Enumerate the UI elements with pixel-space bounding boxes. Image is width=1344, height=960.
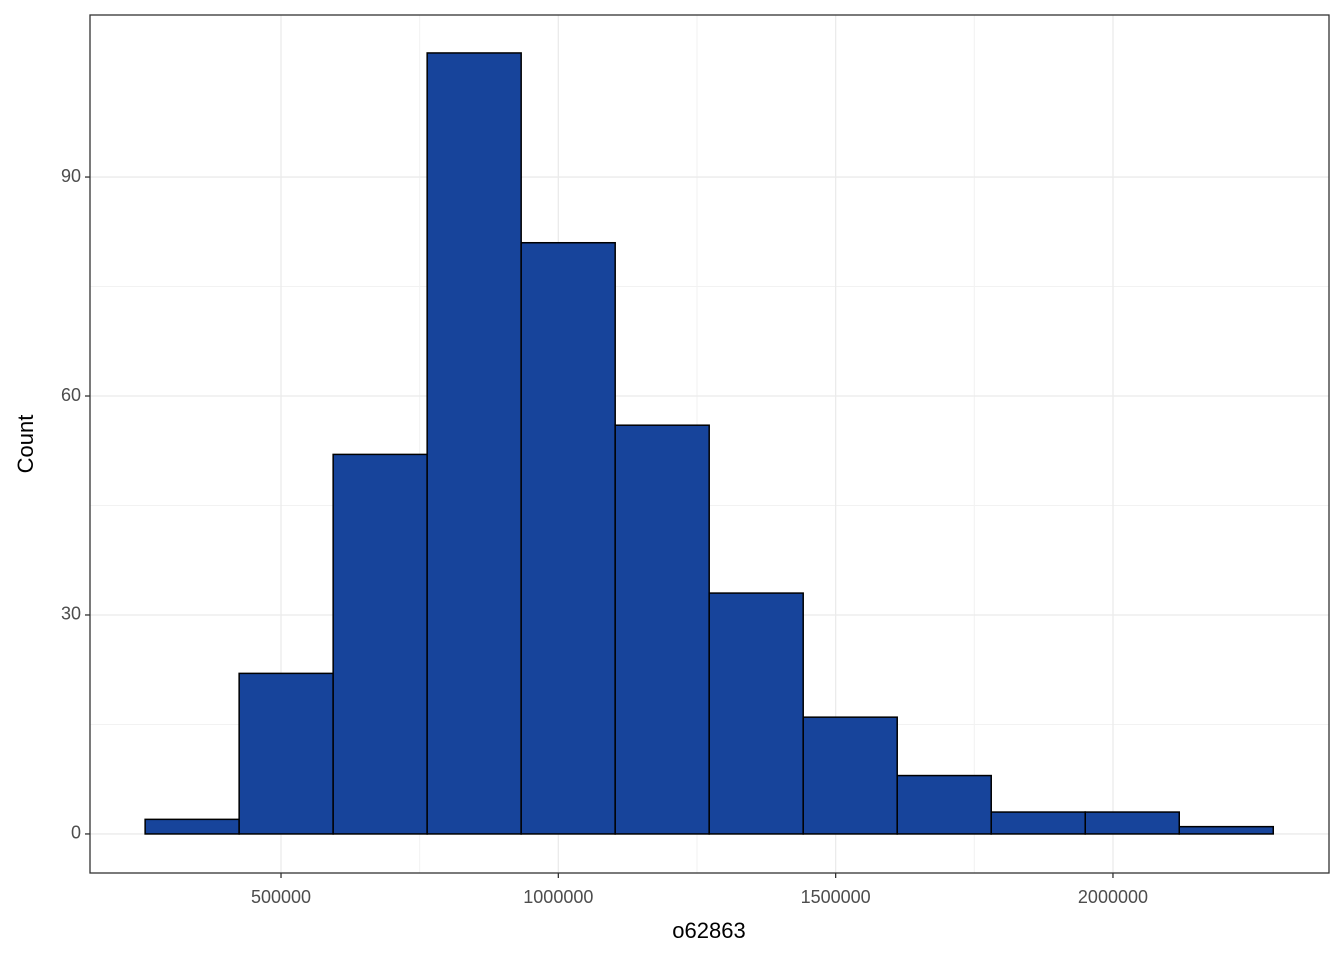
bar [802, 716, 898, 835]
y-axis-title: Count [13, 415, 38, 474]
x-axis-title: o62863 [672, 918, 745, 943]
bar [990, 811, 1086, 835]
bar [332, 453, 428, 835]
x-tick-label: 1500000 [801, 887, 871, 907]
bar [426, 52, 522, 835]
bar [896, 774, 992, 835]
bar [708, 592, 804, 835]
panel-border [89, 14, 1330, 874]
bar [1084, 811, 1180, 835]
bar [520, 241, 616, 835]
y-tick-label: 90 [61, 166, 81, 186]
y-tick-label: 30 [61, 604, 81, 624]
x-tick-label: 500000 [251, 887, 311, 907]
bar [1178, 825, 1275, 835]
bar [238, 672, 334, 835]
bar [144, 818, 240, 835]
bar [614, 424, 710, 835]
x-tick-label: 1000000 [523, 887, 593, 907]
y-tick-label: 60 [61, 385, 81, 405]
y-tick-label: 0 [71, 823, 81, 843]
x-tick-label: 2000000 [1078, 887, 1148, 907]
